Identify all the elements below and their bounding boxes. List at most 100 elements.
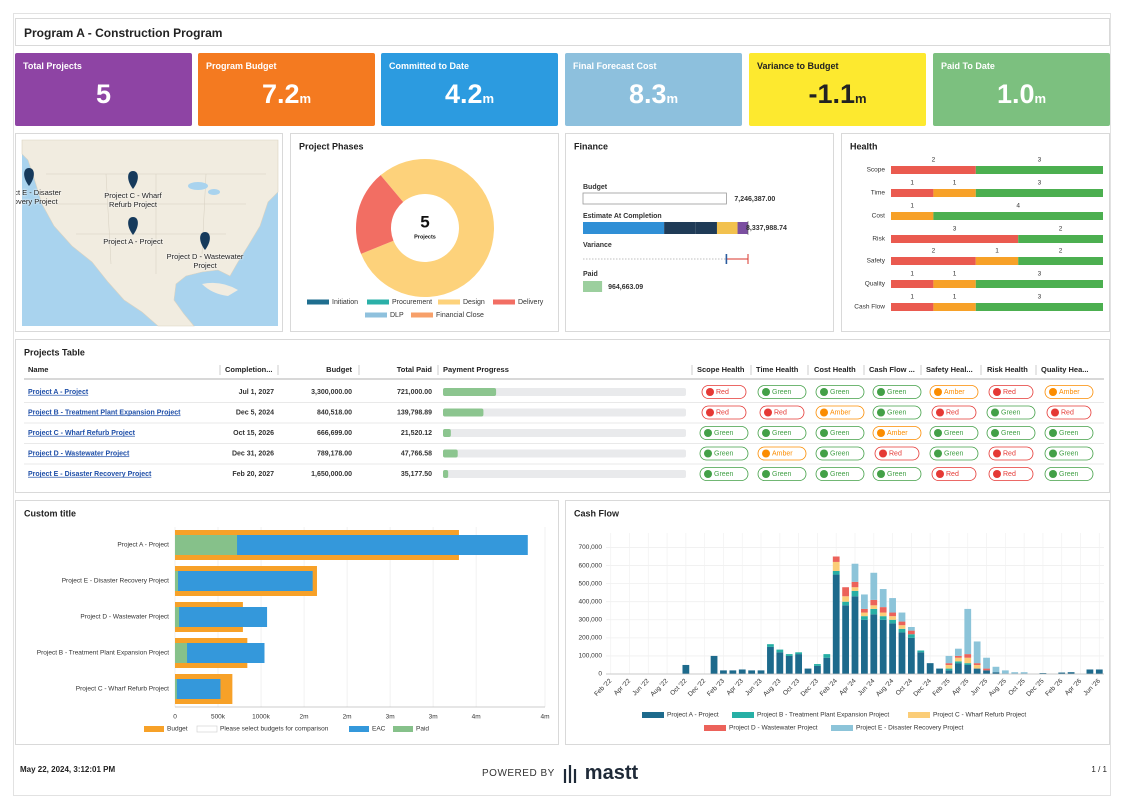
bar-segment (983, 668, 990, 671)
column-header: Risk Health (987, 365, 1028, 374)
health-segment (975, 303, 1103, 311)
bar-segment (973, 668, 981, 674)
legend-swatch (493, 299, 515, 305)
bar-segment (889, 619, 896, 624)
status-dot (934, 388, 942, 396)
segment-count: 2 (932, 248, 936, 255)
status-dot (877, 408, 885, 417)
segment-count: 1 (953, 294, 957, 301)
bar-segment (945, 655, 953, 664)
budget-cell: 840,518.00 (317, 409, 352, 416)
x-tick-label: Jun '22 (631, 677, 651, 697)
x-tick-label: Feb '23 (706, 677, 726, 697)
bar-segment (870, 614, 878, 674)
legend-swatch (642, 712, 664, 718)
donut-slice (356, 175, 404, 254)
bar-segment (879, 619, 887, 674)
bar-segment (1020, 672, 1028, 674)
eac-segment (695, 222, 717, 234)
x-tick-label: 2m (300, 714, 309, 721)
status-pill (1044, 446, 1094, 461)
column-header: Quality Hea... (1041, 365, 1089, 374)
x-tick-label: Aug '23 (762, 677, 783, 698)
status-pill (872, 405, 922, 420)
powered-by-text: POWERED BY (482, 768, 555, 779)
table-panel: Projects Table Name Completion... Budget To… (15, 339, 1110, 493)
status-dot (879, 449, 887, 458)
health-segment (975, 257, 1019, 265)
paid-cell: 139,798.89 (397, 409, 432, 416)
bar-segment (842, 601, 849, 606)
completion-cell: Feb 20, 2027 (232, 471, 274, 478)
status-pill (986, 405, 1036, 420)
custom-panel: Custom title 0 500k 1000k 2m 2m 3m 3m 4m 4m Proje… (15, 500, 559, 745)
status-pill (701, 405, 747, 420)
status-pill (757, 467, 807, 481)
page-title: Program A - Construction Program (24, 26, 223, 40)
bar-segment (992, 666, 1000, 673)
island (202, 282, 238, 296)
status-text: Red (946, 471, 959, 478)
status-dot (820, 470, 828, 478)
kpi-value-box: 4.2m (381, 79, 558, 110)
phases-chart: Project Phases 5 Projects Initiation Procur… (299, 141, 544, 318)
status-pill (929, 385, 979, 399)
bar (175, 571, 179, 591)
kpi-unit: m (666, 91, 679, 106)
bar (175, 607, 268, 627)
status-text: Green (1059, 430, 1079, 437)
progress-track (443, 429, 686, 437)
health-segment (975, 280, 1103, 288)
legend-label: Paid (416, 726, 429, 733)
bar-segment (795, 654, 803, 674)
kpi-value-box: 8.3m (565, 79, 742, 110)
status-dot (764, 408, 772, 417)
status-text: Amber (772, 450, 793, 457)
project-link[interactable]: Project B - Treatment Plant Expansion Pr… (28, 409, 181, 416)
bar-segment (926, 663, 934, 674)
status-dot (762, 449, 770, 458)
y-tick-label: Project B - Treatment Plant Expansion Pr… (37, 650, 169, 657)
status-text: Green (887, 409, 907, 416)
kpi-value-box: 7.2m (198, 79, 375, 110)
project-link[interactable]: Project C - Wharf Refurb Project (28, 430, 136, 437)
segment-count: 1 (910, 294, 914, 301)
project-link[interactable]: Project E - Disaster Recovery Project (28, 471, 152, 478)
status-text: Red (946, 409, 959, 416)
status-dot (993, 470, 1001, 478)
donut-slice (361, 159, 494, 297)
segment-count: 1 (910, 271, 914, 278)
status-pill (699, 467, 749, 481)
y-tick-label: Project E - Disaster Recovery Project (62, 578, 169, 585)
legend-label: Initiation (332, 299, 358, 306)
map-pin (24, 168, 34, 186)
segment-count: 2 (1059, 226, 1063, 233)
x-tick-label: Oct '25 (1007, 677, 1027, 697)
legend-swatch (411, 312, 433, 318)
status-dot (1049, 470, 1057, 478)
project-link[interactable]: Project A - Project (28, 389, 89, 396)
brand-logo (563, 764, 576, 783)
panel-title: Projects Table (24, 347, 85, 357)
bar-segment (954, 663, 962, 674)
y-tick-label: 500,000 (579, 580, 603, 587)
page-number: 1 / 1 (1091, 765, 1107, 774)
status-dot (706, 408, 714, 417)
y-tick-label: 600,000 (579, 562, 603, 569)
bar-segment (898, 628, 906, 633)
segment-count: 2 (1059, 248, 1063, 255)
health-segment (891, 280, 934, 288)
bar-segment (861, 594, 868, 609)
bar-segment (767, 644, 774, 647)
pin-label-box: Project E - Disaster Recovery Project (16, 188, 61, 206)
health-panel: Health Scope 2 3 Time 1 1 3 Cost 1 4 Risk 3 2 Safety 2… (841, 133, 1110, 332)
project-link[interactable]: Project D - Wastewater Project (28, 450, 130, 457)
panel-title: Cash Flow (574, 508, 620, 518)
x-tick-label: Feb '25 (931, 677, 951, 697)
bar-segment (1001, 670, 1009, 674)
x-tick-label: Oct '24 (895, 677, 915, 697)
status-text: Green (830, 389, 850, 396)
bar-segment (851, 581, 859, 588)
pin-label: Project A - Project (103, 237, 163, 246)
status-dot (762, 429, 770, 437)
